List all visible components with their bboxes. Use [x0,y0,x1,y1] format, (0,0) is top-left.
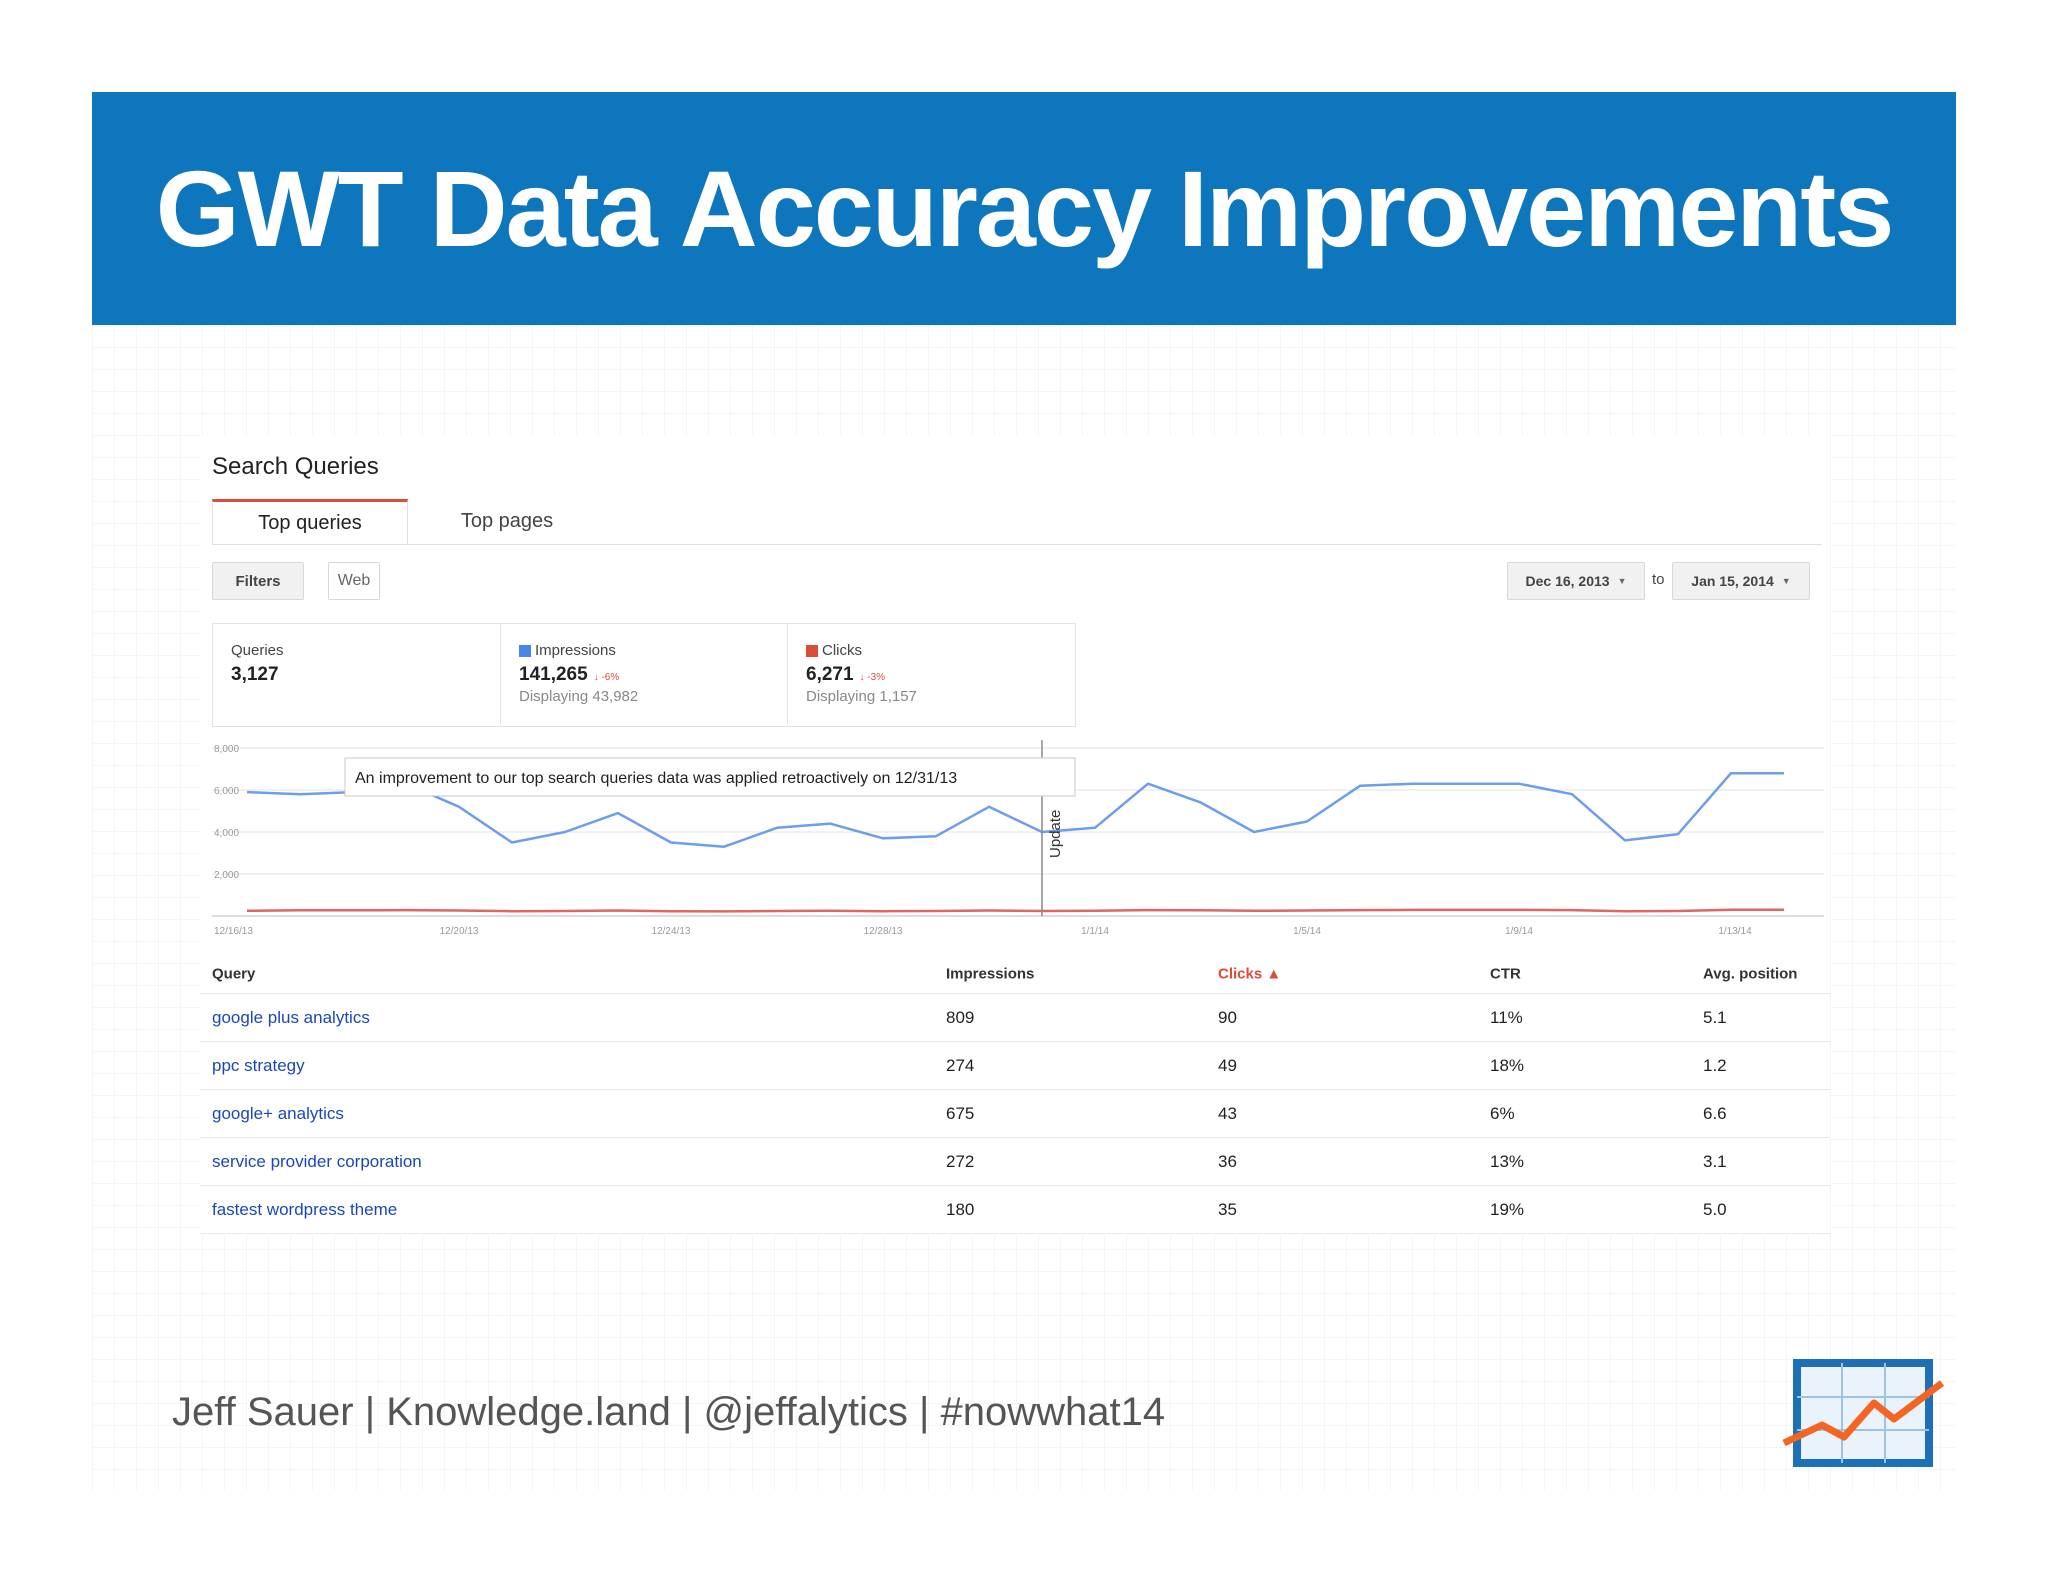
tab-top-pages[interactable]: Top pages [460,509,554,532]
start-date-picker[interactable]: Dec 16, 2013 ▼ [1507,562,1645,600]
impressions-clicks-chart: 8,000 6,000 4,000 2,000 12/16/13 12/20/13 12/2… [212,740,1824,937]
impressions-label-wrap: Impressions [519,642,616,659]
clicks-series-line [246,908,1784,913]
query-link[interactable]: service provider corporation [212,1151,422,1171]
avg-position-cell: 3.1 [1703,1151,1727,1171]
x-tick-label: 12/20/13 [440,926,479,937]
slide-title: GWT Data Accuracy Improvements [155,147,1895,269]
query-link[interactable]: google+ analytics [212,1103,344,1123]
y-tick-label: 2,000 [214,870,239,881]
query-link[interactable]: ppc strategy [212,1055,305,1075]
y-tick-label: 8,000 [214,744,239,755]
impressions-label: Impressions [535,642,616,659]
clicks-column-header[interactable]: Clicks ▲ [1218,965,1282,983]
title-banner: GWT Data Accuracy Improvements [92,92,1956,325]
impressions-column-header[interactable]: Impressions [946,965,1035,983]
query-link[interactable]: google plus analytics [212,1007,370,1027]
x-tick-label: 1/1/14 [1081,926,1109,937]
table-row: fastest wordpress theme 180 35 19% 5.0 [200,1186,1830,1234]
ctr-cell: 19% [1490,1199,1525,1219]
queries-table: Query Impressions Clicks ▲ CTR Avg. posi… [200,955,1830,1234]
summary-stats: Queries 3,127 Impressions 141,265 ↓ -6% D… [212,623,1076,727]
page-title: Search Queries [212,453,379,480]
avg-position-cell: 6.6 [1703,1103,1727,1123]
impressions-series-line [246,771,1784,848]
impressions-cell: 272 [946,1151,975,1171]
avg-position-column-header[interactable]: Avg. position [1703,965,1798,983]
update-marker-label: Update [1047,810,1064,858]
clicks-cell: 90 [1218,1007,1237,1027]
queries-value: 3,127 [231,664,279,685]
web-filter-button[interactable]: Web [328,562,380,600]
ctr-cell: 11% [1490,1007,1523,1027]
clicks-cell: 36 [1218,1151,1237,1171]
clicks-cell: 49 [1218,1055,1237,1075]
ctr-cell: 13% [1490,1151,1525,1171]
clicks-value: 6,271 [806,664,854,685]
x-tick-label: 1/13/14 [1718,926,1752,937]
ctr-cell: 18% [1490,1055,1525,1075]
clicks-change: ↓ -3% [859,672,886,683]
impressions-cell: 675 [946,1103,975,1123]
trending-chart-logo [1782,1359,1945,1467]
slide-footer: Jeff Sauer | Knowledge.land | @jeffalyti… [172,1390,1166,1434]
filters-button[interactable]: Filters [212,562,304,600]
queries-stat[interactable]: Queries 3,127 [213,624,499,724]
chevron-down-icon: ▼ [1781,576,1791,586]
date-range-separator: to [1652,571,1665,588]
x-tick-label: 1/5/14 [1293,926,1321,937]
clicks-stat[interactable]: Clicks 6,271 ↓ -3% Displaying 1,157 [787,624,1074,724]
y-tick-label: 4,000 [214,828,239,839]
table-header-row: Query Impressions Clicks ▲ CTR Avg. posi… [200,955,1830,994]
clicks-label: Clicks [822,642,862,659]
queries-label: Queries [231,642,284,659]
clicks-cell: 43 [1218,1103,1237,1123]
tab-bar: Top queries Top pages [212,499,1822,545]
impressions-value: 141,265 [519,664,588,685]
query-link[interactable]: fastest wordpress theme [212,1199,398,1219]
table-row: ppc strategy 274 49 18% 1.2 [200,1042,1830,1090]
x-tick-label: 1/9/14 [1505,926,1533,937]
table-row: google+ analytics 675 43 6% 6.6 [200,1090,1830,1138]
table-row: service provider corporation 272 36 13% … [200,1138,1830,1186]
clicks-label-wrap: Clicks [806,642,862,659]
annotation-text: An improvement to our top search queries… [355,770,957,787]
x-tick-label: 12/24/13 [652,926,691,937]
ctr-cell: 6% [1490,1103,1515,1123]
search-queries-panel: Search Queries Top queries Top pages Fil… [200,435,1830,1235]
impressions-cell: 809 [946,1007,975,1027]
ctr-column-header[interactable]: CTR [1490,965,1521,983]
clicks-value-wrap: 6,271 ↓ -3% [806,664,885,686]
y-tick-label: 6,000 [214,786,239,797]
table-row: google plus analytics 809 90 11% 5.1 [200,994,1830,1042]
clicks-swatch [806,644,818,657]
impressions-cell: 180 [946,1199,975,1219]
end-date-value: Jan 15, 2014 [1691,573,1774,589]
x-tick-label: 12/16/13 [214,926,253,937]
clicks-displaying: Displaying 1,157 [806,688,917,705]
impressions-stat[interactable]: Impressions 141,265 ↓ -6% Displaying 43,9… [500,624,787,724]
impressions-displaying: Displaying 43,982 [519,688,639,705]
avg-position-cell: 5.1 [1703,1007,1727,1027]
end-date-picker[interactable]: Jan 15, 2014 ▼ [1672,562,1810,600]
impressions-cell: 274 [946,1055,975,1075]
start-date-value: Dec 16, 2013 [1525,573,1610,589]
avg-position-cell: 1.2 [1703,1055,1727,1075]
chevron-down-icon: ▼ [1617,576,1627,586]
impressions-value-wrap: 141,265 ↓ -6% [519,664,619,686]
avg-position-cell: 5.0 [1703,1199,1727,1219]
x-tick-label: 12/28/13 [864,926,903,937]
impressions-change: ↓ -6% [593,672,620,683]
query-column-header[interactable]: Query [212,965,256,983]
impressions-swatch [519,644,531,657]
tab-top-queries[interactable]: Top queries [212,499,408,544]
annotation-box [344,757,1076,797]
clicks-cell: 35 [1218,1199,1237,1219]
